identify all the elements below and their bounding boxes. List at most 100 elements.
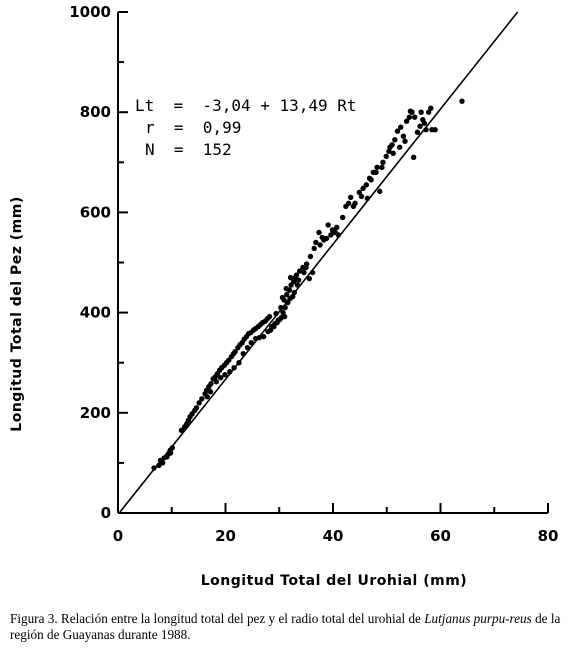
regression-line: [118, 11, 519, 514]
y-axis-label: Longitud Total del Pez (mm): [9, 196, 25, 431]
data-point: [350, 203, 357, 210]
data-point: [368, 177, 374, 183]
data-point: [287, 274, 294, 281]
x-tick-label: 80: [538, 527, 559, 545]
x-tick-label: 40: [323, 527, 344, 545]
data-point: [196, 400, 202, 406]
data-point: [348, 194, 354, 201]
data-point: [207, 389, 214, 395]
data-point: [402, 138, 408, 144]
data-point: [284, 291, 290, 298]
data-point: [383, 153, 389, 159]
data-point: [396, 144, 403, 150]
data-point: [392, 137, 398, 143]
y-tick-label: 800: [80, 103, 111, 121]
caption-species: Lutjanus purpu-reus: [424, 611, 532, 626]
data-point: [295, 277, 302, 283]
data-point: [280, 309, 286, 316]
y-tick-label: 400: [80, 304, 111, 322]
data-point: [329, 227, 336, 233]
data-point: [266, 313, 273, 320]
data-point: [204, 394, 210, 400]
data-point: [373, 169, 379, 176]
data-point: [193, 405, 200, 411]
data-point: [421, 120, 428, 126]
data-point: [178, 427, 185, 434]
data-point: [374, 164, 380, 171]
data-point: [317, 242, 323, 248]
data-point: [267, 327, 274, 333]
data-point: [328, 232, 334, 238]
data-point: [283, 285, 289, 292]
data-point: [313, 239, 319, 246]
data-point: [417, 123, 423, 129]
y-tick-label: 600: [80, 203, 111, 221]
data-point: [339, 214, 346, 221]
data-point: [363, 182, 370, 188]
data-point: [167, 450, 174, 456]
data-point: [307, 253, 314, 260]
data-point: [306, 275, 313, 282]
data-point: [208, 381, 214, 387]
data-point: [358, 193, 365, 200]
data-point: [425, 109, 432, 115]
data-point: [390, 150, 396, 156]
data-point: [407, 108, 414, 114]
axes: [117, 12, 548, 514]
caption-text: Figura 3. Relación entre la longitud tot…: [10, 611, 425, 626]
y-tick-label: 0: [101, 504, 111, 522]
data-point: [222, 372, 228, 378]
data-point: [398, 124, 404, 130]
data-point: [260, 333, 267, 340]
equation-annotation: Lt = -3,04 + 13,49 Rt: [135, 96, 357, 115]
data-point: [379, 164, 385, 171]
data-point: [199, 396, 205, 402]
data-point: [279, 294, 286, 301]
sample-size-annotation: N = 152: [145, 140, 232, 159]
data-point: [418, 109, 424, 115]
x-tick-label: 0: [113, 527, 123, 545]
x-tick-label: 60: [430, 527, 451, 545]
data-point: [334, 224, 340, 231]
data-point: [217, 375, 224, 381]
data-point: [356, 189, 363, 196]
data-point: [410, 154, 417, 160]
data-point: [403, 118, 410, 124]
data-point: [432, 127, 438, 133]
correlation-annotation: r = 0,99: [145, 118, 241, 137]
data-point: [316, 229, 322, 236]
y-tick-label: 200: [80, 404, 111, 422]
data-point: [380, 159, 386, 165]
data-point: [414, 129, 421, 135]
y-tick-label: 1000: [69, 3, 111, 21]
data-point: [296, 268, 303, 274]
data-point: [301, 269, 307, 276]
data-point: [303, 264, 309, 271]
data-point: [459, 98, 465, 104]
data-point: [323, 235, 330, 242]
data-point: [377, 188, 383, 195]
data-point: [271, 323, 277, 330]
data-point: [406, 114, 413, 120]
caption-suffix: de la región de Guayanas durante 1988.: [10, 611, 561, 642]
data-point: [360, 185, 366, 192]
data-point: [412, 114, 418, 120]
data-point: [428, 105, 434, 111]
data-point: [387, 144, 393, 150]
data-point: [319, 234, 325, 241]
data-point: [311, 245, 317, 252]
x-axis-label: Longitud Total del Urohial (mm): [201, 573, 467, 589]
data-points: [151, 98, 465, 471]
data-point: [277, 316, 283, 323]
data-point: [394, 128, 401, 134]
figure-caption: Figura 3. Relación entre la longitud tot…: [10, 611, 562, 643]
data-point: [325, 222, 331, 228]
data-point: [400, 133, 407, 139]
data-point: [232, 348, 238, 355]
data-point: [345, 200, 352, 207]
x-tick-label: 20: [215, 527, 236, 545]
regression-line-group: [118, 11, 519, 514]
